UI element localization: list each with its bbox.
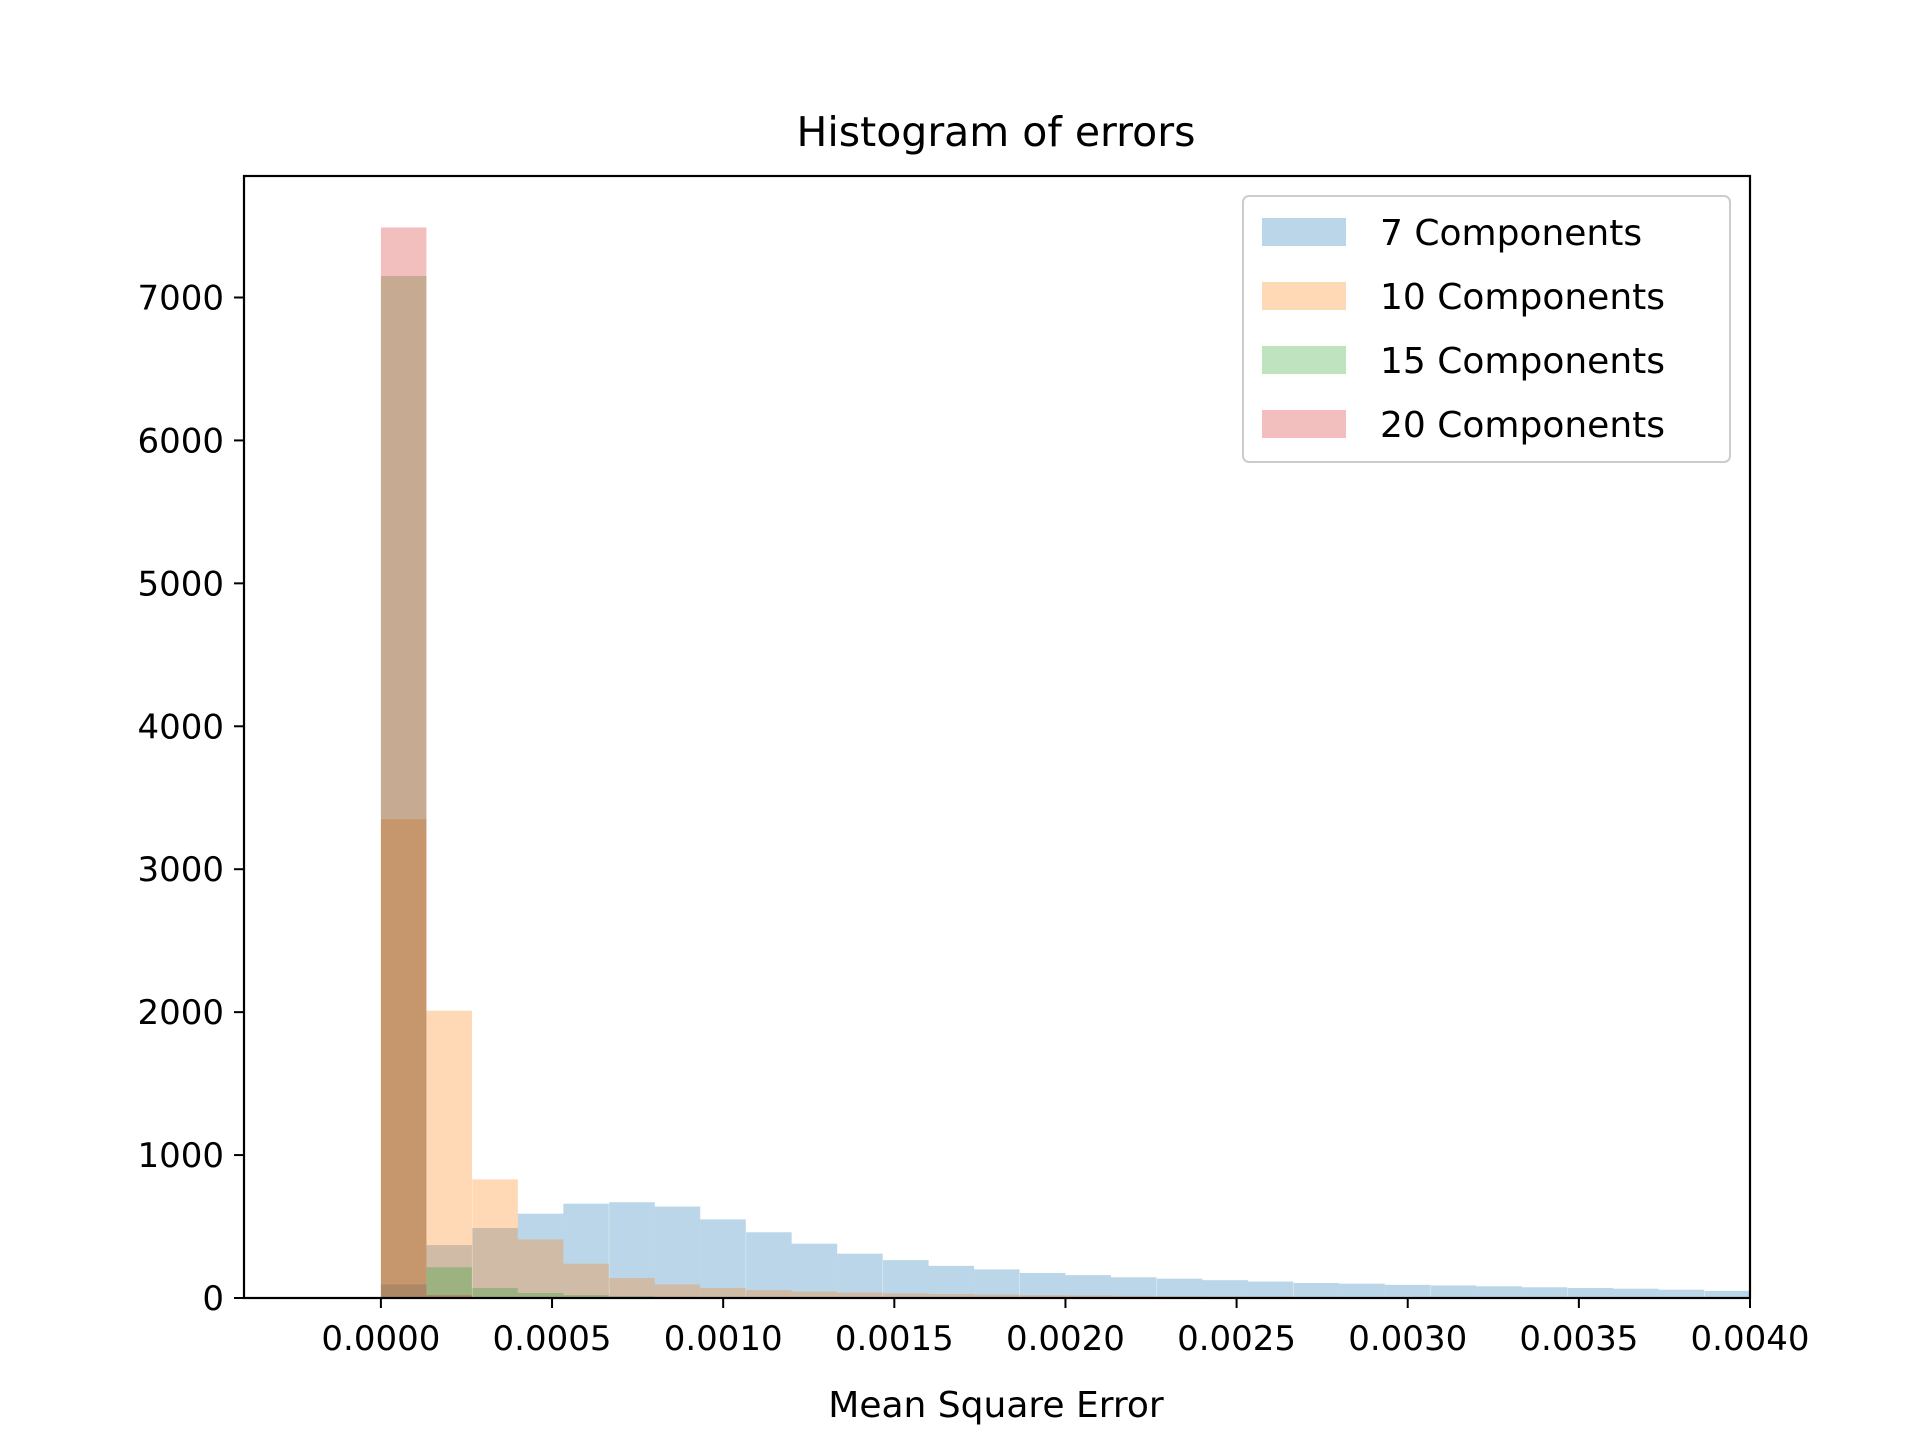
histogram-bar-series-1 — [974, 1269, 1020, 1298]
histogram-bar-series-1 — [1384, 1284, 1431, 1298]
histogram-bar-series-2 — [1019, 1295, 1066, 1298]
y-tick-label: 2000 — [137, 993, 224, 1033]
histogram-bar-series-1 — [1202, 1280, 1248, 1298]
histogram-bar-series-1 — [1658, 1289, 1705, 1298]
histogram-bar-series-2 — [974, 1294, 1020, 1298]
histogram-bar-series-2 — [837, 1292, 883, 1298]
histogram-bar-series-2 — [791, 1291, 838, 1298]
legend-swatch — [1262, 218, 1346, 246]
histogram-bar-series-1 — [609, 1202, 655, 1298]
x-tick-label: 0.0035 — [1519, 1319, 1638, 1359]
legend-box — [1242, 195, 1731, 463]
histogram-bar-series-2 — [700, 1287, 746, 1298]
legend-label: 15 Components — [1380, 341, 1665, 382]
histogram-bar-series-4 — [426, 1295, 472, 1298]
histogram-bar-series-3 — [426, 1267, 472, 1298]
histogram-bar-series-2 — [563, 1263, 609, 1298]
histogram-bar-series-1 — [1430, 1285, 1477, 1298]
x-tick-label: 0.0000 — [321, 1319, 440, 1359]
histogram-bar-series-1 — [472, 1227, 518, 1298]
histogram-bar-series-1 — [700, 1219, 746, 1298]
histogram-bar-series-1 — [1019, 1272, 1066, 1298]
histogram-bar-series-1 — [1156, 1278, 1203, 1298]
histogram-bar-series-1 — [517, 1213, 564, 1298]
y-tick-label: 6000 — [137, 421, 224, 461]
legend-swatch — [1262, 410, 1346, 438]
x-axis-ticks: 0.0000 0.0005 0.0010 0.0015 0.0020 0.0025 0.00… — [321, 1298, 1809, 1359]
histogram-bar-series-1 — [883, 1260, 929, 1298]
histogram-bar-series-3 — [472, 1287, 518, 1298]
y-tick-label: 1000 — [137, 1136, 224, 1176]
histogram-bar-series-1 — [654, 1206, 701, 1298]
histogram-bar-series-1 — [1613, 1288, 1659, 1298]
x-tick-label: 0.0010 — [664, 1319, 783, 1359]
histogram-bar-series-3 — [517, 1292, 564, 1298]
histogram-bar-series-1 — [928, 1265, 975, 1298]
histogram-bar-series-2 — [609, 1277, 655, 1298]
histogram-bar-series-1 — [1110, 1277, 1157, 1298]
legend-label: 10 Components — [1380, 277, 1665, 318]
histogram-bar-series-2 — [517, 1239, 564, 1298]
histogram-bar-series-2 — [928, 1293, 975, 1298]
histogram-bar-series-2 — [883, 1293, 929, 1298]
histogram-bar-series-1 — [837, 1253, 883, 1298]
legend-label: 20 Components — [1380, 405, 1665, 446]
x-tick-label: 0.0030 — [1348, 1319, 1467, 1359]
x-tick-label: 0.0020 — [1006, 1319, 1125, 1359]
chart-title: Histogram of errors — [797, 108, 1196, 156]
y-axis-ticks: 0 1000 2000 3000 4000 5000 6000 7000 — [137, 278, 244, 1319]
histogram-bar-series-1 — [791, 1243, 838, 1298]
histogram-bar-series-1 — [1521, 1287, 1568, 1298]
histogram-bar-series-2 — [426, 1010, 472, 1298]
histogram-bar-series-1 — [1567, 1287, 1614, 1298]
x-axis-label: Mean Square Error — [828, 1385, 1164, 1426]
histogram-bar-series-1 — [746, 1232, 792, 1298]
y-tick-label: 5000 — [137, 564, 224, 604]
bars-layer — [380, 227, 1750, 1298]
histogram-bar-series-1 — [1339, 1283, 1385, 1298]
histogram-bar-series-2 — [1065, 1295, 1111, 1298]
histogram-bar-series-1 — [1704, 1290, 1750, 1298]
histogram-bar-series-1 — [1476, 1286, 1522, 1298]
x-tick-label: 0.0040 — [1691, 1319, 1810, 1359]
legend-swatch — [1262, 282, 1346, 310]
x-tick-label: 0.0015 — [835, 1319, 954, 1359]
plot-frame — [242, 174, 1752, 1300]
histogram-bar-series-3 — [380, 276, 427, 1298]
histogram-bar-series-1 — [563, 1203, 609, 1298]
y-tick-label: 3000 — [137, 850, 224, 890]
legend: 7 Components 10 Components 15 Components 20… — [1242, 195, 1731, 463]
legend-label: 7 Components — [1380, 213, 1642, 254]
histogram-bar-series-1 — [1293, 1282, 1340, 1298]
histogram-bar-series-4 — [380, 227, 427, 1298]
x-tick-label: 0.0025 — [1177, 1319, 1296, 1359]
histogram-bar-series-2 — [654, 1284, 701, 1298]
histogram-bar-series-2 — [472, 1179, 518, 1298]
y-tick-label: 0 — [202, 1279, 224, 1319]
histogram-bar-series-3 — [563, 1295, 609, 1298]
histogram-bar-series-1 — [1065, 1275, 1111, 1298]
histogram-bar-series-1 — [426, 1245, 472, 1298]
x-tick-label: 0.0005 — [493, 1319, 612, 1359]
histogram-bar-series-1 — [380, 1284, 427, 1298]
histogram-bar-series-1 — [1247, 1281, 1294, 1298]
y-tick-label: 4000 — [137, 707, 224, 747]
legend-swatch — [1262, 346, 1346, 374]
y-tick-label: 7000 — [137, 278, 224, 318]
histogram-bar-series-2 — [746, 1290, 792, 1298]
histogram-bar-series-2 — [380, 819, 427, 1298]
